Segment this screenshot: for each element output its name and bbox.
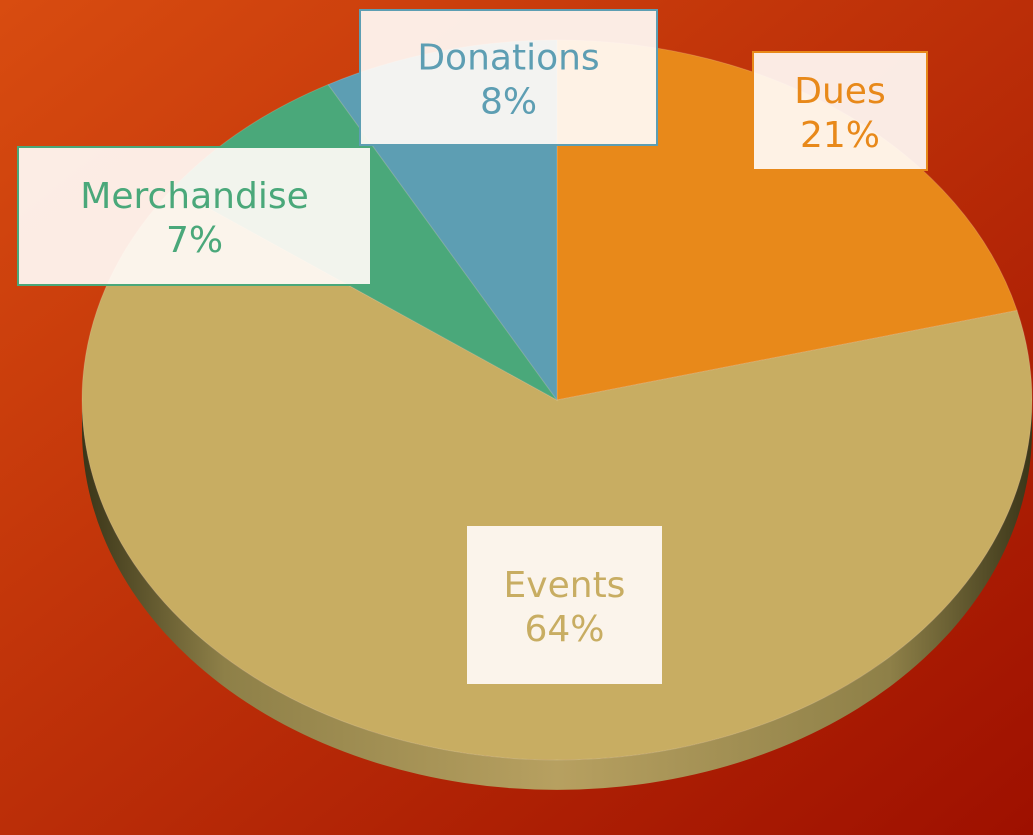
category-label: Events — [504, 565, 626, 606]
value-label: 64% — [524, 609, 604, 650]
category-label: Donations — [417, 38, 599, 79]
value-label: 21% — [800, 115, 880, 156]
value-label: 7% — [166, 220, 223, 261]
value-label: 8% — [480, 82, 537, 123]
label-box — [359, 9, 658, 146]
category-label: Dues — [794, 71, 885, 112]
category-label: Merchandise — [80, 176, 308, 217]
label-box — [752, 51, 928, 171]
label-box — [465, 524, 664, 686]
label-box — [17, 146, 372, 286]
pie-slice — [81, 187, 1033, 761]
